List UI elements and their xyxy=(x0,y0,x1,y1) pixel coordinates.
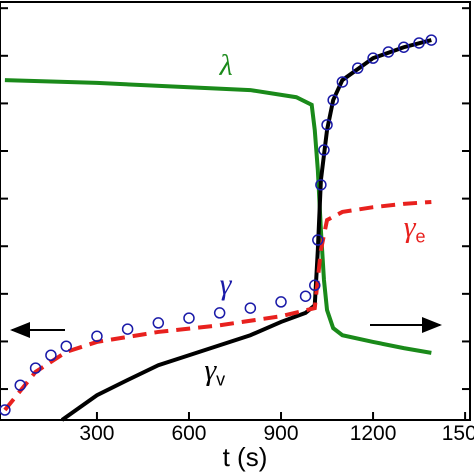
series-line xyxy=(4,78,432,355)
marker xyxy=(367,52,379,64)
series-line xyxy=(60,38,432,422)
annotation-subscript: v xyxy=(216,370,225,390)
annotation: γv xyxy=(204,354,225,390)
annotation-subscript: e xyxy=(416,227,426,247)
marker xyxy=(183,312,195,324)
marker xyxy=(275,296,287,308)
annotation: γe xyxy=(404,211,426,247)
marker xyxy=(152,317,165,329)
series-line xyxy=(3,199,432,412)
annotation-text: λ xyxy=(219,49,233,82)
marker xyxy=(213,307,226,319)
x-tick-label: 1500 xyxy=(442,422,474,445)
marker xyxy=(315,179,327,191)
marker xyxy=(413,37,425,49)
marker xyxy=(299,290,312,302)
marker xyxy=(351,62,364,74)
marker xyxy=(60,340,73,352)
marker xyxy=(14,379,26,391)
marker xyxy=(29,362,42,374)
marker xyxy=(336,76,349,88)
marker xyxy=(91,330,103,342)
x-axis-label: t (s) xyxy=(223,442,268,472)
marker xyxy=(397,41,410,53)
marker xyxy=(321,119,333,131)
marker xyxy=(382,46,395,58)
marker xyxy=(121,323,134,335)
x-tick-label: 1200 xyxy=(350,422,397,445)
marker xyxy=(318,144,330,156)
marker xyxy=(244,302,257,314)
x-tick-label: 300 xyxy=(79,422,114,445)
annotation-text: γ xyxy=(220,268,233,301)
marker xyxy=(0,404,11,416)
annotation: λ xyxy=(219,49,233,82)
marker xyxy=(312,234,324,246)
marker xyxy=(45,349,57,362)
x-tick-label: 900 xyxy=(263,422,298,445)
annotation: γ xyxy=(220,268,233,301)
marker xyxy=(309,279,321,292)
annotation-text: γ xyxy=(204,354,217,387)
x-tick-label: 600 xyxy=(171,422,206,445)
plot-frame xyxy=(0,1,471,421)
annotation-text: γ xyxy=(404,211,417,244)
marker xyxy=(425,34,438,46)
marker xyxy=(327,94,339,106)
